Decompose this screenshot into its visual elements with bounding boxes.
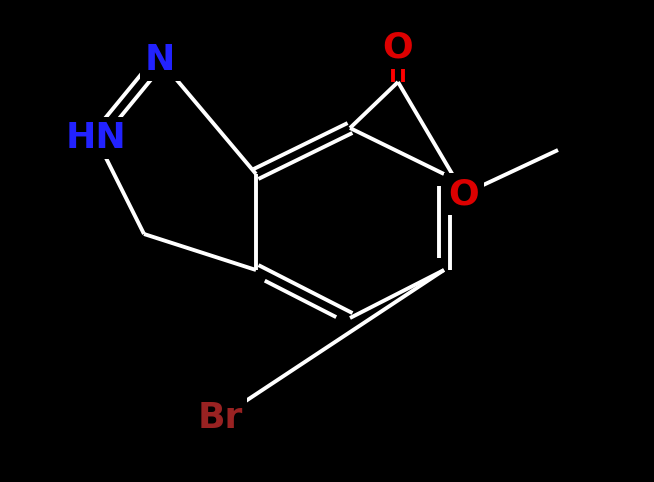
Text: O: O <box>383 31 413 65</box>
Text: Br: Br <box>198 401 243 435</box>
Text: O: O <box>449 177 479 211</box>
Text: HN: HN <box>65 121 126 155</box>
Text: N: N <box>145 43 175 77</box>
